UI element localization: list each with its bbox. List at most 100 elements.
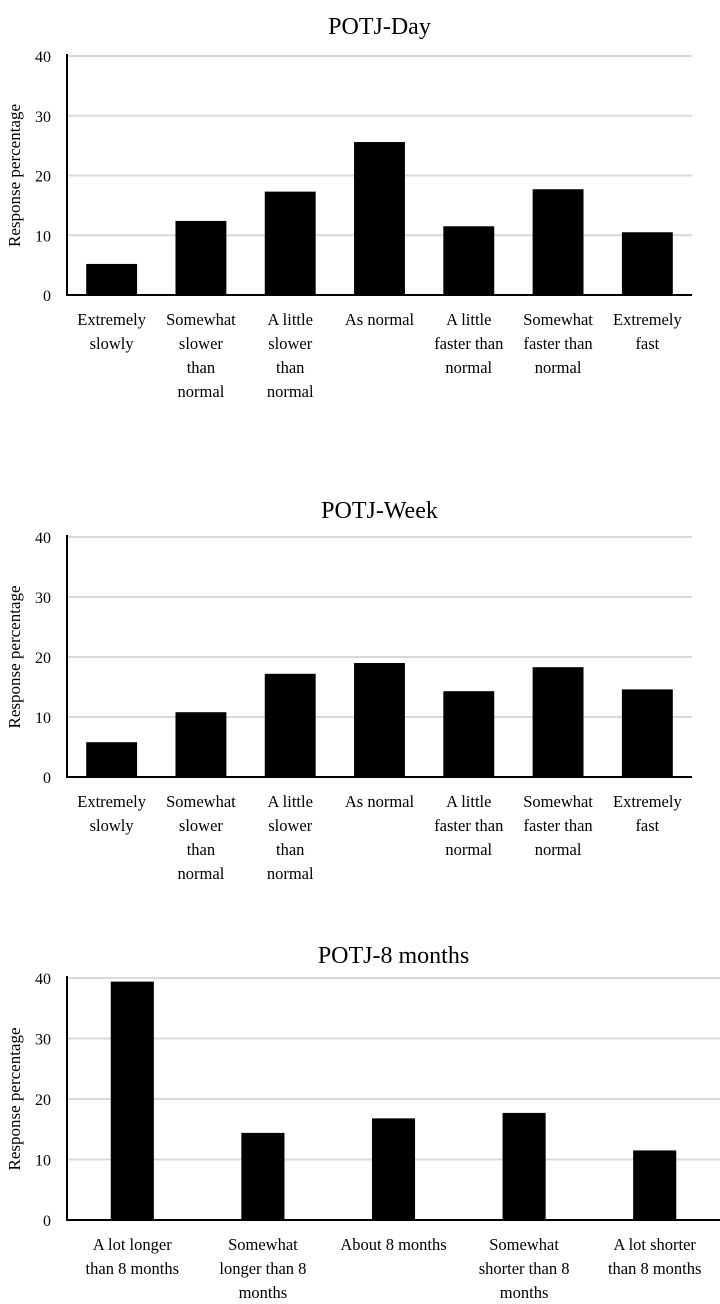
x-tick-label: Extremely fast xyxy=(613,792,682,835)
x-tick-label-line: fast xyxy=(635,816,659,835)
x-tick-label-line: Extremely xyxy=(77,792,146,811)
x-tick-label-line: Somewhat xyxy=(166,792,236,811)
x-tick-label-line: normal xyxy=(535,358,582,377)
x-tick-label: A little faster than normal xyxy=(434,792,503,859)
x-tick-label-line: longer than 8 xyxy=(219,1259,306,1278)
y-tick-label: 20 xyxy=(35,169,51,186)
x-tick-label-line: than xyxy=(276,840,304,859)
x-tick-label-line: fast xyxy=(635,334,659,353)
y-tick-label: 10 xyxy=(35,710,51,727)
x-tick-label: A little slower than normal xyxy=(267,792,314,883)
bar xyxy=(443,226,495,295)
y-tick-label: 40 xyxy=(35,530,51,547)
bar xyxy=(633,1150,677,1220)
x-tick-label-line: Somewhat xyxy=(166,310,236,329)
x-tick-label-line: As normal xyxy=(345,792,415,811)
x-tick-label: Somewhat faster than normal xyxy=(523,310,593,377)
y-tick-label: 0 xyxy=(43,1213,51,1230)
x-tick-label-line: months xyxy=(239,1283,288,1302)
x-tick-label-line: faster than xyxy=(523,334,592,353)
y-tick-label: 30 xyxy=(35,1032,51,1049)
y-tick-label: 0 xyxy=(43,288,51,305)
x-tick-label: As normal xyxy=(345,310,415,329)
bar xyxy=(621,689,673,777)
y-tick-label: 10 xyxy=(35,1153,51,1170)
x-tick-label: Somewhat shorter than 8 months xyxy=(479,1235,570,1302)
x-tick-label-line: slowly xyxy=(90,816,135,835)
bar xyxy=(86,263,138,295)
x-tick-label: Somewhat faster than normal xyxy=(523,792,593,859)
bar xyxy=(175,712,227,777)
x-tick-label-line: normal xyxy=(535,840,582,859)
x-tick-label-line: than xyxy=(187,358,215,377)
bar xyxy=(502,1112,546,1220)
x-tick-label: As normal xyxy=(345,792,415,811)
chart-3: POTJ-8 months 0 10 20 30 40 Response percentag… xyxy=(5,943,720,1302)
bar xyxy=(110,981,154,1220)
x-tick-label-line: slower xyxy=(268,816,312,835)
x-tick-label-line: than 8 months xyxy=(86,1259,180,1278)
bar xyxy=(354,142,405,295)
bar xyxy=(241,1132,285,1220)
chart-title: POTJ-8 months xyxy=(318,943,469,969)
x-tick-label-line: Somewhat xyxy=(489,1235,559,1254)
y-tick-label: 30 xyxy=(35,590,51,607)
y-axis-label: Response percentage xyxy=(5,585,24,728)
x-tick-label-line: normal xyxy=(445,358,492,377)
x-tick-label-line: As normal xyxy=(345,310,415,329)
x-tick-label-line: A lot shorter xyxy=(613,1235,696,1254)
x-tick-label-line: A little xyxy=(268,310,313,329)
y-tick-label: 30 xyxy=(35,109,51,126)
y-axis-label: Response percentage xyxy=(5,104,24,247)
x-tick-label-line: About 8 months xyxy=(340,1235,446,1254)
y-tick-label: 0 xyxy=(43,770,51,787)
bar xyxy=(354,663,405,777)
bar xyxy=(264,673,316,777)
x-tick-label-line: Extremely xyxy=(77,310,146,329)
x-tick-label-line: A little xyxy=(268,792,313,811)
x-tick-label-line: shorter than 8 xyxy=(479,1259,570,1278)
x-tick-label-line: than xyxy=(187,840,215,859)
x-tick-label-line: Somewhat xyxy=(228,1235,298,1254)
x-tick-label-line: months xyxy=(500,1283,549,1302)
x-tick-label-line: normal xyxy=(178,382,225,401)
y-tick-label: 40 xyxy=(35,971,51,988)
x-tick-label: A lot longer than 8 months xyxy=(86,1235,180,1278)
x-tick-label-line: A little xyxy=(446,792,491,811)
x-tick-label-line: than xyxy=(276,358,304,377)
x-tick-label-line: Somewhat xyxy=(523,310,593,329)
x-tick-label: A little faster than normal xyxy=(434,310,503,377)
x-tick-label-line: Extremely xyxy=(613,310,682,329)
bar xyxy=(371,1118,416,1220)
chart-title: POTJ-Day xyxy=(328,14,431,40)
x-tick-label-line: Somewhat xyxy=(523,792,593,811)
y-tick-label: 20 xyxy=(35,1092,51,1109)
chart-title: POTJ-Week xyxy=(321,498,438,524)
bar xyxy=(86,742,138,777)
x-tick-label: About 8 months xyxy=(340,1235,446,1254)
bar xyxy=(175,220,227,295)
x-tick-label-line: faster than xyxy=(434,334,503,353)
x-tick-label-line: normal xyxy=(178,864,225,883)
x-tick-label-line: normal xyxy=(267,382,314,401)
x-tick-label-line: Extremely xyxy=(613,792,682,811)
y-axis-label: Response percentage xyxy=(5,1027,24,1170)
bar xyxy=(621,232,673,295)
x-tick-label: Somewhat slower than normal xyxy=(166,792,236,883)
x-tick-label: Somewhat slower than normal xyxy=(166,310,236,401)
x-tick-label: Somewhat longer than 8 months xyxy=(219,1235,306,1302)
x-tick-label-line: normal xyxy=(445,840,492,859)
chart-2: POTJ-Week 0 10 20 30 40 Response percentage Ext… xyxy=(5,498,692,883)
bar xyxy=(532,667,584,777)
x-tick-label-line: normal xyxy=(267,864,314,883)
bar xyxy=(443,691,495,777)
bar xyxy=(532,189,584,295)
x-tick-label-line: slowly xyxy=(90,334,135,353)
x-tick-label-line: than 8 months xyxy=(608,1259,702,1278)
x-tick-label: A lot shorter than 8 months xyxy=(608,1235,702,1278)
x-tick-label-line: faster than xyxy=(434,816,503,835)
x-tick-label-line: A lot longer xyxy=(93,1235,172,1254)
x-tick-label-line: slower xyxy=(179,334,223,353)
y-tick-label: 40 xyxy=(35,49,51,66)
